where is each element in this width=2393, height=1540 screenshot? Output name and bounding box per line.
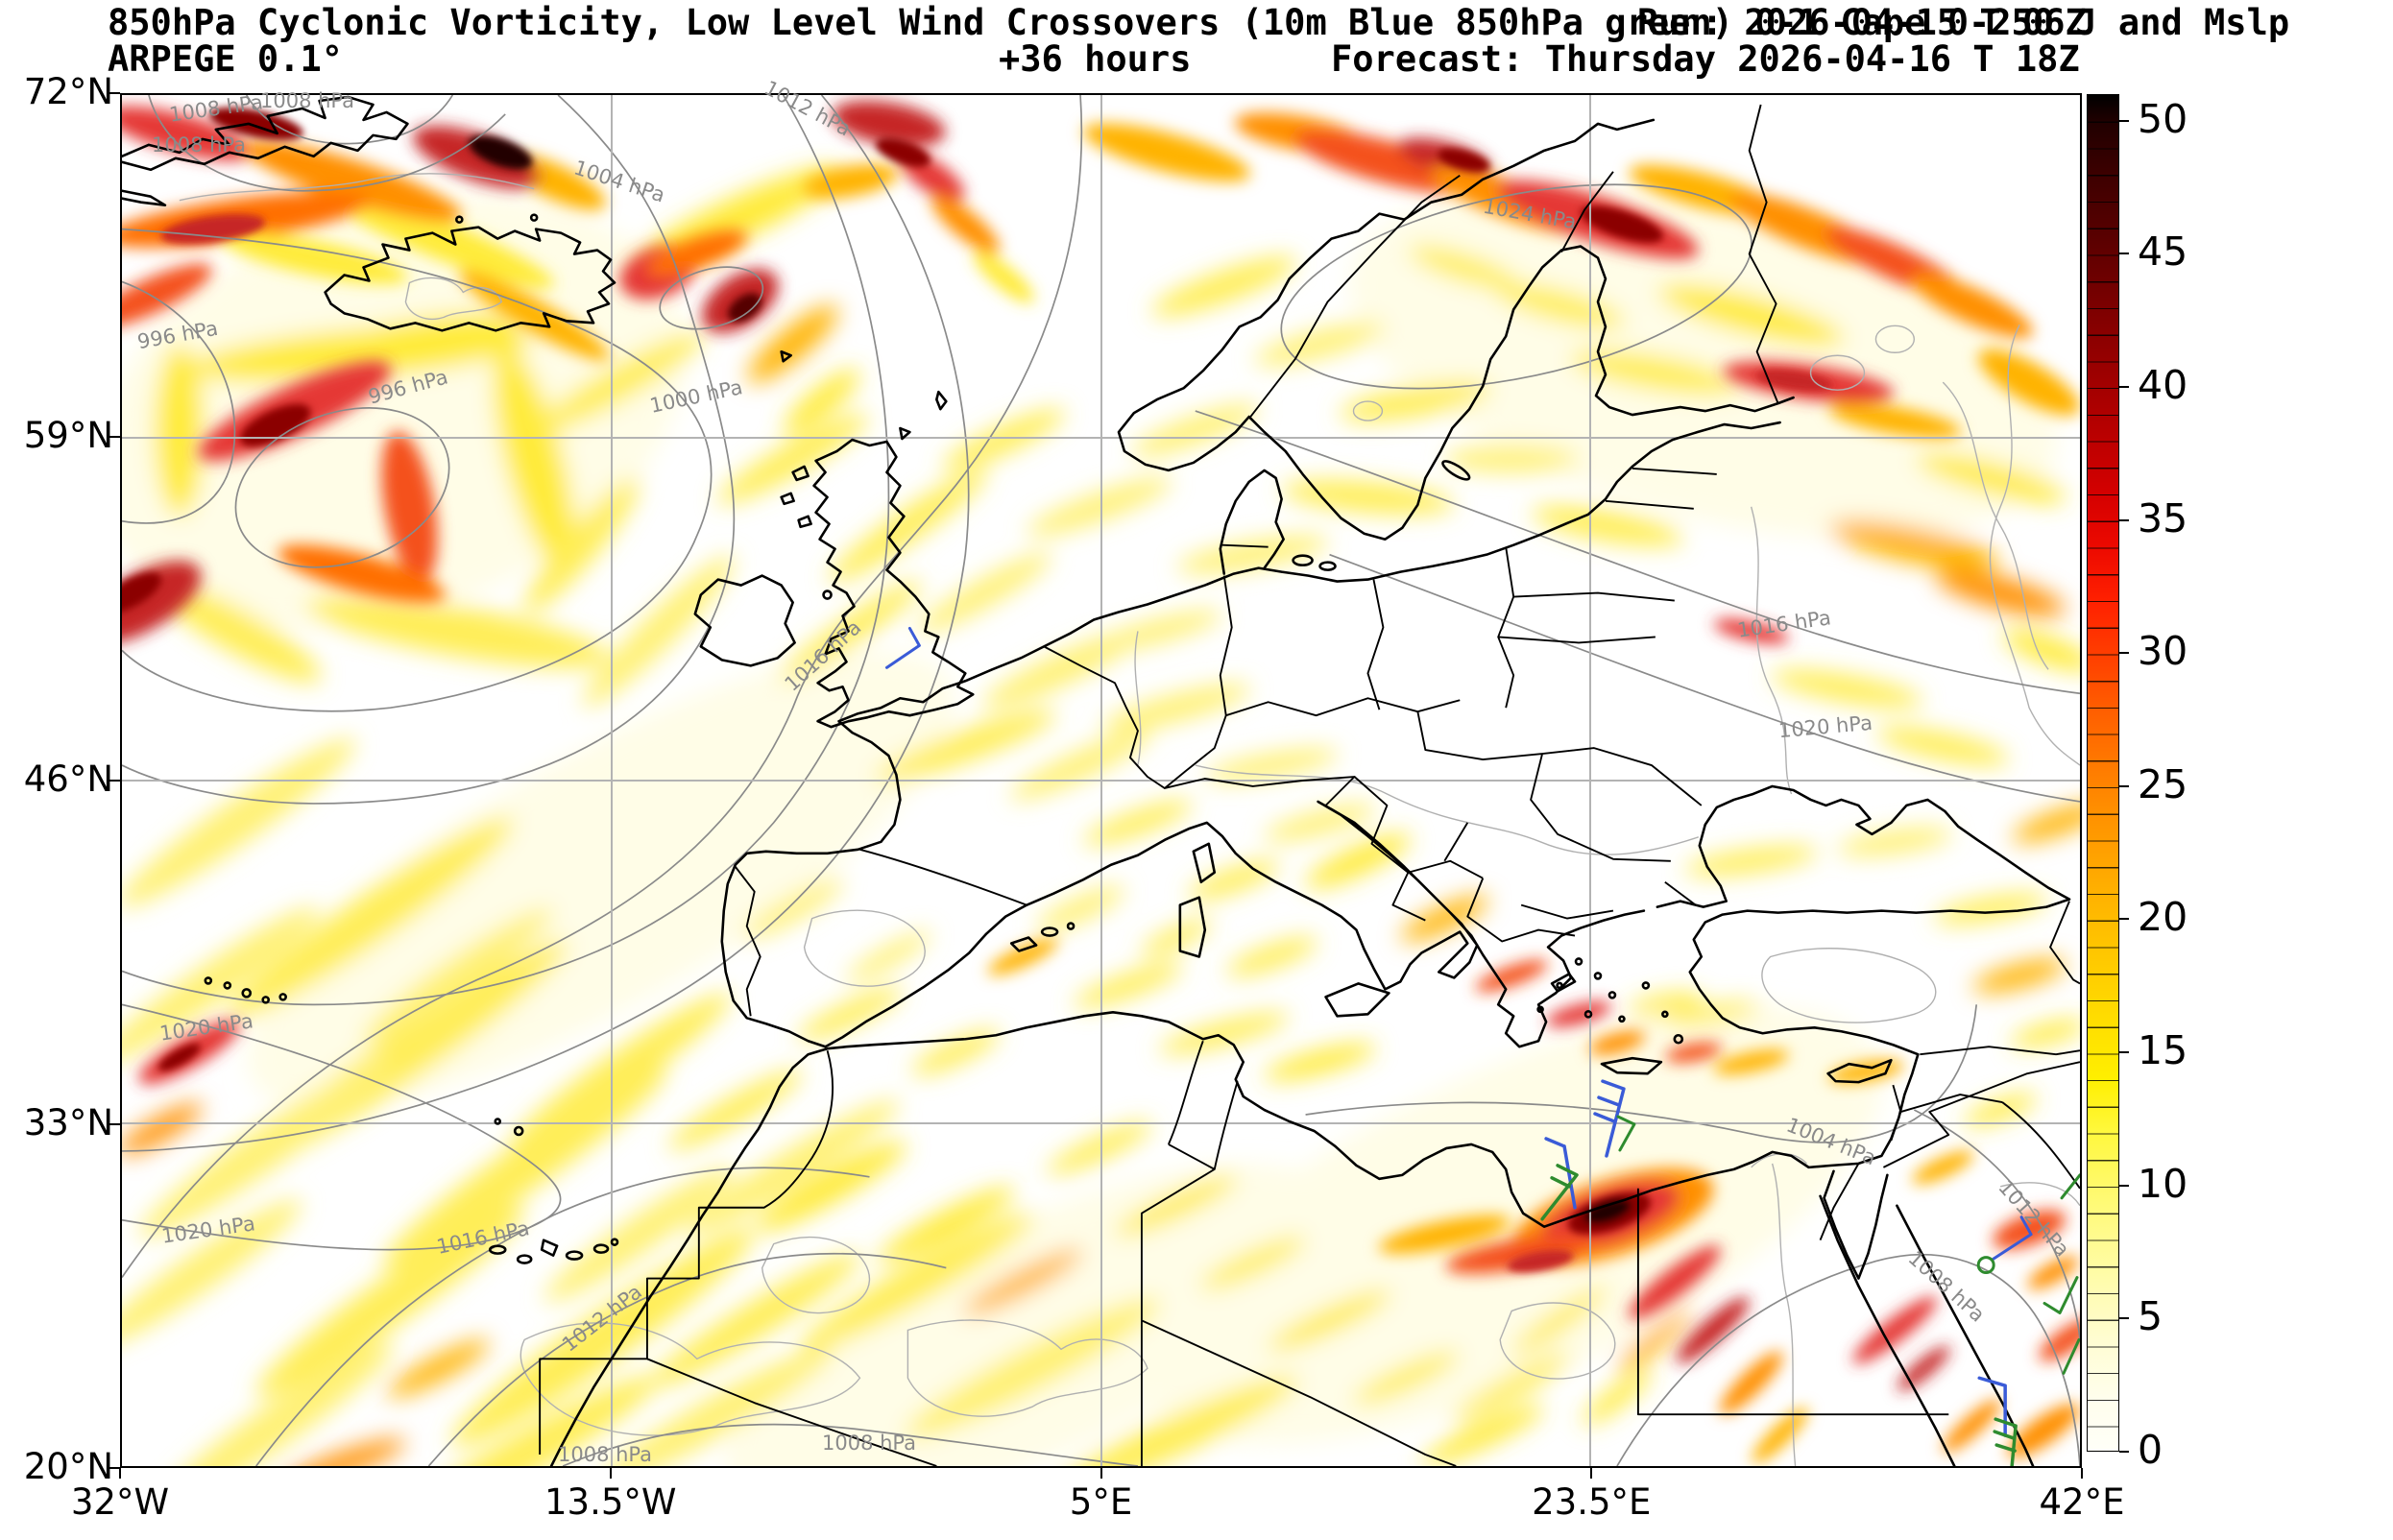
colorbar-tick-label: 35 [2138,494,2188,541]
vorticity-field-cores [122,107,1833,1273]
colorbar-tick-mark [2119,918,2129,921]
colorbar-tick-label: 15 [2138,1027,2188,1074]
colorbar-tick-mark [2119,385,2129,388]
colorbar-tick-label: 5 [2138,1293,2163,1340]
lon-tick-mark [119,1468,121,1479]
colorbar-tick-mark [2119,1317,2129,1320]
colorbar-tick-mark [2119,784,2129,787]
lat-tick-label: 33°N [23,1102,113,1143]
lat-tick-mark [109,780,120,782]
lon-tick-label: 42°E [2039,1481,2125,1523]
colorbar-tick-mark [2119,1051,2129,1054]
lead-time: +36 hours [999,38,1192,80]
colorbar-segment-lines [2088,95,2118,1451]
wind-barb-10m-blue [884,626,2033,1437]
colorbar-tick-mark [2119,1451,2129,1453]
lat-tick-mark [109,1123,120,1125]
wind-barb-850hpa-green [1540,1115,2080,1466]
isobar-contours [122,95,2080,1466]
graticule-gridlines [122,95,2080,1466]
wind-barbs [884,626,2080,1466]
lon-tick-mark [2081,1468,2083,1479]
lat-tick-label: 20°N [23,1446,113,1487]
colorbar-tick-mark [2119,652,2129,655]
lon-tick-label: 13.5°W [544,1481,677,1523]
lon-tick-label: 23.5°E [1532,1481,1652,1523]
run-timestamp: Run: 2026-04-15 T 06Z [1637,2,2087,43]
colorbar-tick-label: 40 [2138,361,2188,408]
colorbar-tick-label: 0 [2138,1427,2163,1473]
lat-tick-label: 59°N [23,415,113,456]
colorbar [2087,94,2119,1452]
colorbar-tick-mark [2119,253,2129,255]
lat-tick-label: 46°N [23,758,113,800]
country-borders [539,104,2080,1466]
colorbar-tick-label: 50 [2138,95,2188,142]
vorticity-field-soft [122,167,2080,1466]
lon-tick-mark [1590,1468,1593,1479]
lon-tick-mark [609,1468,612,1479]
lon-tick-label: 32°W [70,1481,170,1523]
lon-tick-mark [1100,1468,1102,1479]
lat-tick-mark [109,1467,120,1469]
colorbar-tick-mark [2119,518,2129,521]
colorbar-tick-mark [2119,1184,2129,1187]
forecast-valid-time: Forecast: Thursday 2026-04-16 T 18Z [1331,38,2080,80]
chart-title: 850hPa Cyclonic Vorticity, Low Level Win… [108,2,2290,43]
map-plot-area [120,93,2082,1468]
lat-tick-mark [109,436,120,438]
lat-tick-mark [109,92,120,94]
lat-tick-label: 72°N [23,71,113,112]
lon-tick-label: 5°E [1069,1481,1133,1523]
colorbar-tick-label: 30 [2138,628,2188,675]
model-name: ARPEGE 0.1° [108,38,344,80]
colorbar-tick-label: 25 [2138,760,2188,807]
europe-weather-map [122,95,2080,1466]
colorbar-tick-label: 45 [2138,229,2188,276]
coastlines [122,95,2071,1466]
colorbar-tick-mark [2119,119,2129,122]
colorbar-tick-label: 10 [2138,1160,2188,1207]
colorbar-tick-label: 20 [2138,894,2188,941]
